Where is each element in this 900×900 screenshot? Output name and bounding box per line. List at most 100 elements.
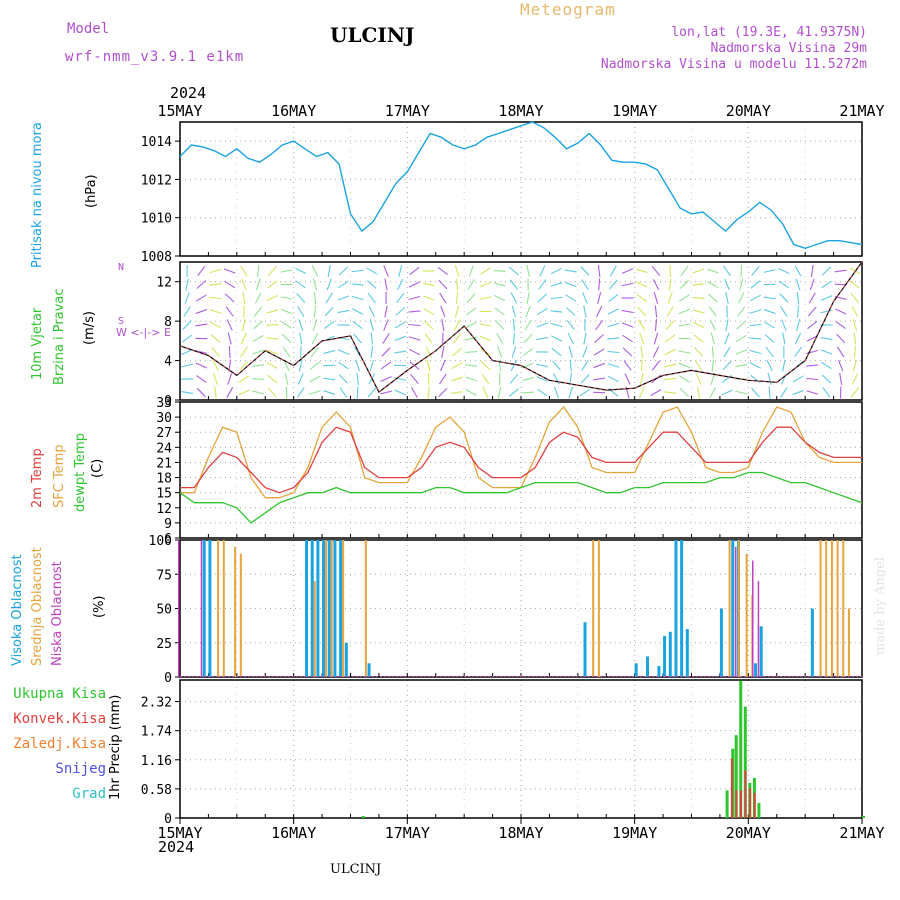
pressure-series-line <box>179 121 863 250</box>
wind-arrow <box>422 295 435 301</box>
wind-arrow <box>735 334 747 343</box>
cloud-high-bar <box>668 631 672 677</box>
wind-arrow <box>239 360 249 371</box>
model-elevation-text: Nadmorska Visina u modelu 11.5272m <box>600 57 867 72</box>
wind-arrow <box>408 310 421 313</box>
wind-arrow <box>763 269 776 273</box>
wind-arrow <box>252 390 265 395</box>
wind-arrow <box>820 295 833 301</box>
meteogram-label: Meteogram <box>520 0 616 19</box>
wind-arrow <box>637 306 647 317</box>
wind-arrow <box>522 348 534 356</box>
wind-arrow <box>183 306 191 317</box>
wind-arrow <box>621 309 634 314</box>
precip-total-bar <box>862 815 865 818</box>
wind-arrow <box>238 389 250 396</box>
wind-arrow <box>508 388 519 397</box>
wind-arrow <box>408 295 421 301</box>
wind-arrow <box>692 297 705 299</box>
cloud-low-bar <box>178 540 180 677</box>
wind-arrow <box>323 390 336 395</box>
wind-arrow <box>267 266 277 276</box>
elevation-text: Nadmorska Visina 29m <box>710 41 867 56</box>
wind-arrow <box>781 319 787 331</box>
wind-arrow <box>224 293 235 303</box>
wind-arrow <box>181 391 194 394</box>
wind-arrow <box>252 335 264 342</box>
x-tick-label-top: 19MAY <box>612 102 657 120</box>
wind-arrow <box>834 269 847 273</box>
wind-arrow <box>441 346 445 358</box>
wind-arrow <box>792 375 804 383</box>
cloud-high-bar <box>208 540 212 677</box>
wind-arrow <box>794 332 802 345</box>
wind-arrow <box>313 305 317 318</box>
x-tick-label-top: 16MAY <box>271 102 316 120</box>
wind-arrow <box>510 292 518 304</box>
wind-arrow <box>635 269 648 273</box>
wind-arrow <box>253 320 264 330</box>
wind-arrow <box>621 268 634 274</box>
wind-arrow <box>693 334 704 343</box>
wind-arrow <box>297 306 305 317</box>
wind-arrow <box>550 267 563 275</box>
y-tick-label: 50 <box>156 603 172 618</box>
cloud-mid-bar <box>239 553 242 677</box>
wind-arrow <box>593 362 605 369</box>
wind-arrow <box>725 318 729 332</box>
wind-arrow <box>725 292 729 304</box>
wind-arrow <box>567 332 574 345</box>
wind-arrow <box>853 332 857 345</box>
wind-arrow <box>580 266 590 276</box>
wind-arrow <box>311 332 319 345</box>
wind-arrow <box>735 390 748 395</box>
wind-arrow <box>213 373 218 385</box>
wind-arrow <box>639 332 645 345</box>
wind-arrow <box>794 346 803 358</box>
wind-arrow <box>311 265 319 277</box>
wind-arrow <box>565 294 577 302</box>
wind-arrow <box>609 265 617 277</box>
cloud-high-bar <box>810 608 814 677</box>
wind-arrow <box>439 373 447 385</box>
wind-arrow <box>650 389 662 396</box>
wind-arrow <box>338 280 349 289</box>
wind-arrow <box>836 333 846 344</box>
y-tick-label: 15 <box>156 487 172 502</box>
wind-arrow <box>184 292 190 304</box>
wind-arrow <box>623 360 632 371</box>
wind-arrow <box>423 320 434 330</box>
wind-arrow <box>370 345 374 359</box>
wind-arrow <box>782 332 786 345</box>
wind-arrow <box>241 332 247 345</box>
wind-arrow <box>664 378 677 380</box>
wind-arrow <box>438 387 448 398</box>
y-tick-label: 1.16 <box>141 754 172 769</box>
wind-arrow <box>384 305 388 318</box>
wind-arrow <box>324 306 334 317</box>
wind-arrow <box>266 337 279 340</box>
wind-arrow <box>465 376 478 382</box>
wind-arrow <box>564 269 577 273</box>
year-top: 2024 <box>170 84 207 102</box>
cloud-high-bar <box>685 629 689 677</box>
wind-arrow <box>185 278 189 291</box>
wind-arrow <box>797 305 800 318</box>
wind-arrow <box>209 283 222 286</box>
wind-arrow <box>367 387 377 398</box>
wind-arrow <box>455 291 459 305</box>
precip-conv-bar <box>744 770 747 818</box>
wind-arrow <box>226 387 234 398</box>
panel-frame-temp <box>179 401 863 539</box>
wind-arrow <box>680 265 689 277</box>
cloud-high-bar <box>316 540 320 677</box>
wind-arrow <box>806 390 819 395</box>
dewpt-temp-line <box>179 471 863 524</box>
wind-arrow <box>254 306 263 317</box>
wind-arrow <box>850 292 860 304</box>
wind-arrow <box>523 333 533 344</box>
cloud-high-bar <box>731 540 735 677</box>
wind-arrow <box>653 292 659 304</box>
wind-arrow <box>382 333 390 344</box>
cloud-low-bar <box>734 546 737 677</box>
